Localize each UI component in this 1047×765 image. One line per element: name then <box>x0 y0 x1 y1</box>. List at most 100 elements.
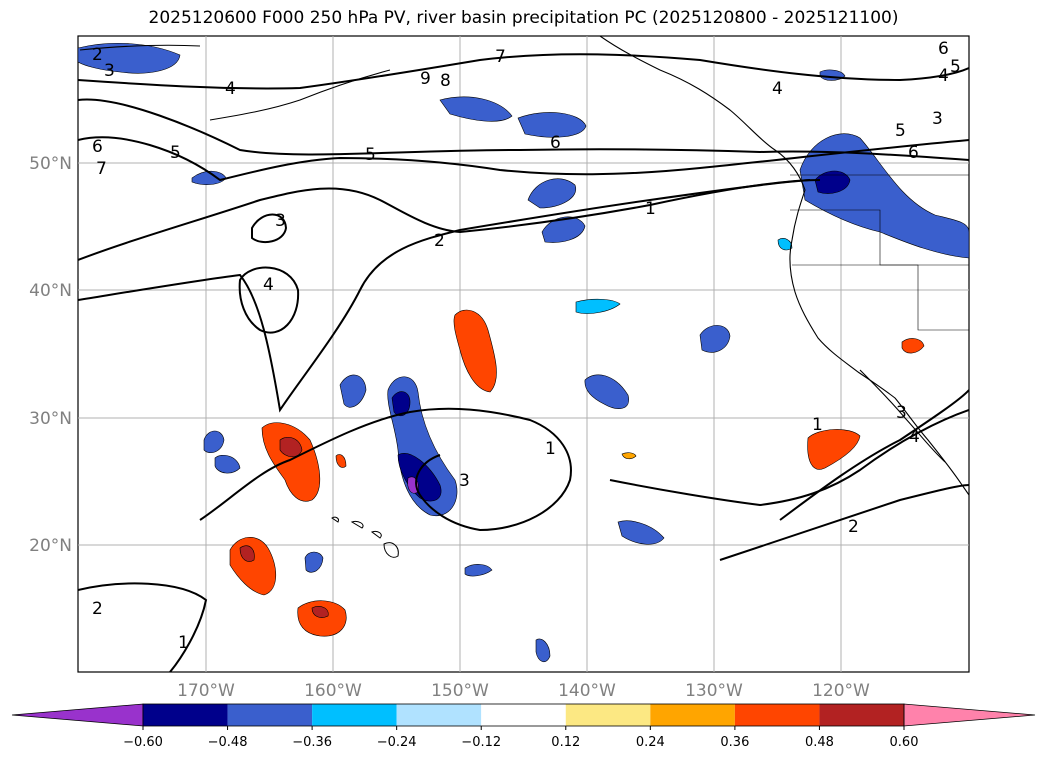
colorbar-tick-label: −0.36 <box>292 735 332 750</box>
clabel-8-north: 8 <box>440 71 451 91</box>
colorbar-segment <box>481 704 566 726</box>
neg-region-bc-core <box>814 170 851 194</box>
hawaii-islands <box>331 516 399 558</box>
latitude-labels: 50°N 40°N 30°N 20°N <box>29 154 72 556</box>
neg-region-east-2 <box>699 325 731 353</box>
colorbar-segment <box>565 704 651 726</box>
clabel-3-center: 3 <box>459 471 470 491</box>
positive-precip-regions <box>229 309 925 637</box>
pos-region-north-center <box>453 309 497 393</box>
colorbar-tick-label: 0.24 <box>636 735 665 750</box>
clabel-4-nw: 4 <box>225 79 236 99</box>
clabel-2-mid: 2 <box>434 231 445 251</box>
clabel-5-west: 5 <box>170 143 181 163</box>
island-3 <box>370 531 382 539</box>
colorbar-segment <box>650 704 735 726</box>
colorbar-extend-max <box>903 703 1036 727</box>
pv-contour-low <box>199 407 572 532</box>
border-ca-nv <box>792 264 969 331</box>
colorbar-tick-label: −0.24 <box>377 735 417 750</box>
neg-region-south-4 <box>535 638 551 663</box>
longitude-labels: 170°W 160°W 150°W 140°W 130°W 120°W <box>177 681 870 701</box>
pv-contour-east-outer <box>719 484 969 561</box>
neg-region-south-1 <box>304 551 324 573</box>
clabel-2-south: 2 <box>92 599 103 619</box>
neg-region-south-2 <box>464 564 493 577</box>
pos-region-tiny-1 <box>335 454 347 468</box>
colorbar-segment <box>227 704 313 726</box>
clabel-6-ne2: 6 <box>938 39 949 59</box>
clabel-6-mid: 6 <box>550 133 561 153</box>
pv-contour-6 <box>78 136 969 182</box>
neg-region-mid-1 <box>527 178 577 209</box>
clabel-5-ne2: 5 <box>950 57 961 77</box>
island-2 <box>350 521 364 529</box>
lat-label-30: 30°N <box>29 409 72 429</box>
clabel-5-ne: 5 <box>895 121 906 141</box>
clabel-2-east: 2 <box>848 517 859 537</box>
clabel-3-nw: 3 <box>104 61 115 81</box>
clabel-5-mid: 5 <box>365 145 376 165</box>
colorbar: −0.60 −0.48 −0.36 −0.24 −0.12 0.12 0.24 0.36 0.4… <box>11 703 1036 750</box>
lon-label-150w: 150°W <box>431 681 489 701</box>
clabel-6-ne: 6 <box>908 143 919 163</box>
colorbar-tick-label: −0.12 <box>461 735 501 750</box>
pv-contour-mid-closed <box>251 213 288 244</box>
clabel-4-east: 4 <box>909 427 920 447</box>
pv-contour-labels: 1 1 1 1 2 2 2 2 3 3 3 3 3 4 4 4 4 4 5 5 … <box>92 39 961 653</box>
neg-region-sw-2 <box>203 430 241 474</box>
clabel-7-north: 7 <box>495 47 506 67</box>
colorbar-extend-min <box>11 703 144 727</box>
neg-region-gulf-1 <box>439 96 513 122</box>
clabel-1-east: 1 <box>812 415 823 435</box>
pv-contour-east-inner <box>779 389 969 521</box>
clabel-3-east: 3 <box>896 403 907 423</box>
colorbar-tick-label: 0.36 <box>720 735 749 750</box>
clabel-3-mid: 3 <box>275 211 286 231</box>
island-big <box>383 542 399 558</box>
lon-label-160w: 160°W <box>304 681 362 701</box>
neg-region-coast <box>777 238 793 251</box>
pv-contours <box>78 53 969 672</box>
coastline-north-america <box>599 36 969 496</box>
map-title: 2025120600 F000 250 hPa PV, river basin … <box>148 8 899 28</box>
clabel-1-center: 1 <box>545 439 556 459</box>
pos-region-east <box>807 429 861 470</box>
lon-label-120w: 120°W <box>812 681 870 701</box>
pos-region-south <box>297 600 347 637</box>
clabel-1-south: 1 <box>178 633 189 653</box>
clabel-2-nw: 2 <box>92 45 103 65</box>
pv-contour-4 <box>78 53 969 90</box>
colorbar-segment <box>143 704 228 726</box>
lon-label-130w: 130°W <box>685 681 743 701</box>
lat-label-40: 40°N <box>29 281 72 301</box>
colorbar-segment <box>312 704 397 726</box>
colorbar-tick-label: 0.12 <box>551 735 580 750</box>
colorbar-segment <box>819 704 904 726</box>
neg-region-bc <box>799 133 969 259</box>
neg-region-gulf-2 <box>517 112 587 138</box>
coastline-baja <box>859 369 946 463</box>
pos-region-east-small <box>901 338 925 354</box>
colorbar-segment <box>734 704 820 726</box>
pos-region-west-1 <box>261 422 321 502</box>
pv-contour-1 <box>78 179 811 413</box>
neg-region-east-1 <box>584 374 629 409</box>
colorbar-tick-label: 0.48 <box>805 735 834 750</box>
border-or-wa <box>790 209 969 266</box>
neg-region-south-3 <box>617 520 665 545</box>
colorbar-tick-label: −0.60 <box>123 735 163 750</box>
pos-region-west-1-core <box>279 437 303 458</box>
negative-precip-regions <box>78 42 969 663</box>
pos-region-west-2-core <box>239 545 255 562</box>
colorbar-tick-label: 0.60 <box>890 735 919 750</box>
clabel-4-mid: 4 <box>263 275 274 295</box>
clabel-4-ne2: 4 <box>938 66 949 86</box>
pv-contour-5 <box>78 98 969 161</box>
colorbar-segment <box>396 704 482 726</box>
lat-label-20: 20°N <box>29 536 72 556</box>
pv-contour-2 <box>78 179 821 261</box>
pos-region-tiny-2 <box>621 452 637 460</box>
pv-contour-east-2 <box>609 409 969 507</box>
